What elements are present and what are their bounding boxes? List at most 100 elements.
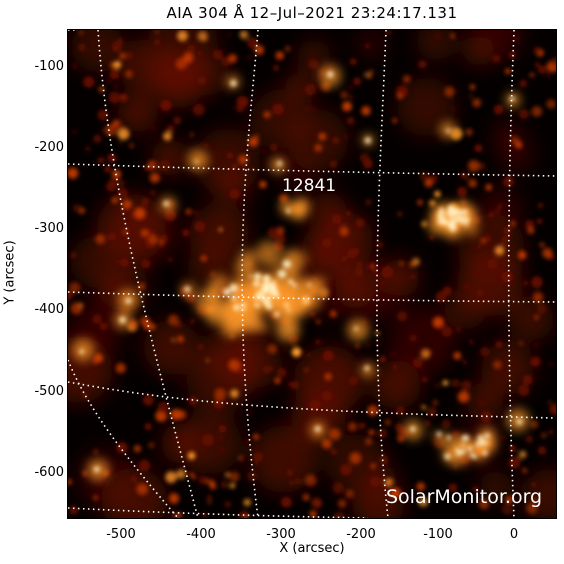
- emission-blob: [225, 472, 230, 478]
- emission-blob: [259, 295, 265, 301]
- emission-blob: [519, 450, 527, 459]
- emission-blob: [309, 399, 321, 412]
- emission-blob: [287, 308, 291, 312]
- latitude-line: [68, 291, 556, 303]
- emission-blob: [150, 190, 156, 196]
- emission-blob: [479, 400, 484, 405]
- emission-blob: [342, 101, 352, 112]
- emission-blob: [450, 33, 456, 39]
- emission-blob: [79, 349, 84, 355]
- y-tick-label: -400: [34, 302, 64, 317]
- emission-blob: [486, 441, 490, 445]
- emission-blob: [314, 425, 321, 432]
- x-tick-label: -400: [186, 527, 216, 542]
- emission-blob: [538, 65, 547, 74]
- emission-blob: [416, 482, 426, 491]
- emission-blob: [248, 274, 252, 278]
- emission-blob: [321, 390, 333, 402]
- emission-blob: [108, 91, 121, 104]
- emission-blob: [536, 218, 543, 225]
- emission-blob: [254, 45, 264, 55]
- emission-blob: [537, 202, 544, 209]
- x-tick-label: -500: [106, 527, 136, 542]
- emission-blob: [467, 445, 473, 452]
- emission-blob: [349, 95, 354, 100]
- emission-blob: [465, 128, 473, 136]
- longitude-line: [97, 30, 199, 518]
- emission-blob: [442, 380, 449, 386]
- emission-blob: [165, 471, 177, 484]
- emission-blob: [417, 199, 423, 206]
- emission-blob: [122, 199, 132, 210]
- emission-blob: [144, 423, 152, 431]
- emission-blob: [194, 221, 206, 232]
- emission-blob: [447, 205, 454, 211]
- emission-blob: [518, 384, 530, 396]
- emission-blob: [375, 331, 380, 336]
- emission-blob: [458, 215, 463, 221]
- emission-blob: [478, 498, 490, 510]
- emission-blob: [117, 92, 158, 133]
- emission-blob: [226, 152, 234, 160]
- emission-blob: [272, 64, 280, 72]
- emission-blob: [381, 266, 394, 278]
- emission-blob: [421, 220, 428, 228]
- emission-blob: [277, 226, 285, 234]
- emission-blob: [210, 271, 216, 277]
- emission-blob: [534, 62, 540, 68]
- emission-blob: [197, 343, 204, 350]
- emission-blob: [392, 364, 398, 370]
- emission-blob: [542, 247, 553, 259]
- emission-blob: [142, 394, 154, 406]
- emission-blob: [501, 503, 514, 515]
- emission-blob: [418, 60, 427, 69]
- emission-blob: [148, 234, 158, 245]
- emission-blob: [200, 255, 207, 262]
- emission-blob: [218, 435, 223, 440]
- emission-blob: [355, 344, 360, 348]
- emission-blob: [384, 419, 391, 426]
- emission-blob: [379, 455, 389, 465]
- emission-blob: [368, 429, 375, 436]
- emission-blob: [549, 361, 553, 366]
- emission-blob: [197, 76, 207, 85]
- emission-blob: [176, 512, 183, 518]
- heliographic-grid: [68, 30, 556, 518]
- emission-blob: [503, 176, 514, 188]
- emission-blob: [119, 316, 126, 324]
- emission-blob: [455, 326, 462, 333]
- emission-blob: [151, 139, 188, 177]
- emission-blob: [125, 51, 133, 60]
- emission-blob: [282, 259, 292, 269]
- emission-blob: [93, 495, 98, 501]
- emission-blob: [244, 513, 249, 518]
- y-tick-label: -300: [34, 221, 64, 236]
- emission-blob: [465, 223, 469, 227]
- emission-blob: [274, 377, 281, 384]
- emission-blob: [275, 231, 285, 242]
- emission-blob: [519, 79, 527, 88]
- emission-blob: [493, 104, 504, 115]
- emission-blob: [437, 217, 446, 226]
- emission-blob: [360, 155, 364, 159]
- emission-blob: [100, 128, 104, 132]
- emission-blob: [446, 128, 451, 133]
- emission-blob: [254, 274, 259, 279]
- emission-blob: [72, 63, 78, 69]
- emission-blob: [321, 238, 332, 248]
- emission-blob: [207, 288, 222, 303]
- emission-blob: [329, 160, 338, 169]
- emission-blob: [465, 382, 504, 421]
- emission-blob: [347, 319, 369, 341]
- emission-blob: [199, 471, 204, 476]
- emission-blob: [424, 179, 433, 188]
- emission-blob: [304, 474, 317, 487]
- latitude-line: [68, 381, 556, 419]
- emission-blob: [147, 229, 155, 237]
- emission-blob: [531, 106, 543, 117]
- emission-blob: [292, 283, 297, 288]
- emission-blob: [444, 86, 455, 97]
- emission-blob: [412, 357, 423, 368]
- emission-blob: [160, 234, 168, 242]
- emission-blob: [192, 103, 205, 116]
